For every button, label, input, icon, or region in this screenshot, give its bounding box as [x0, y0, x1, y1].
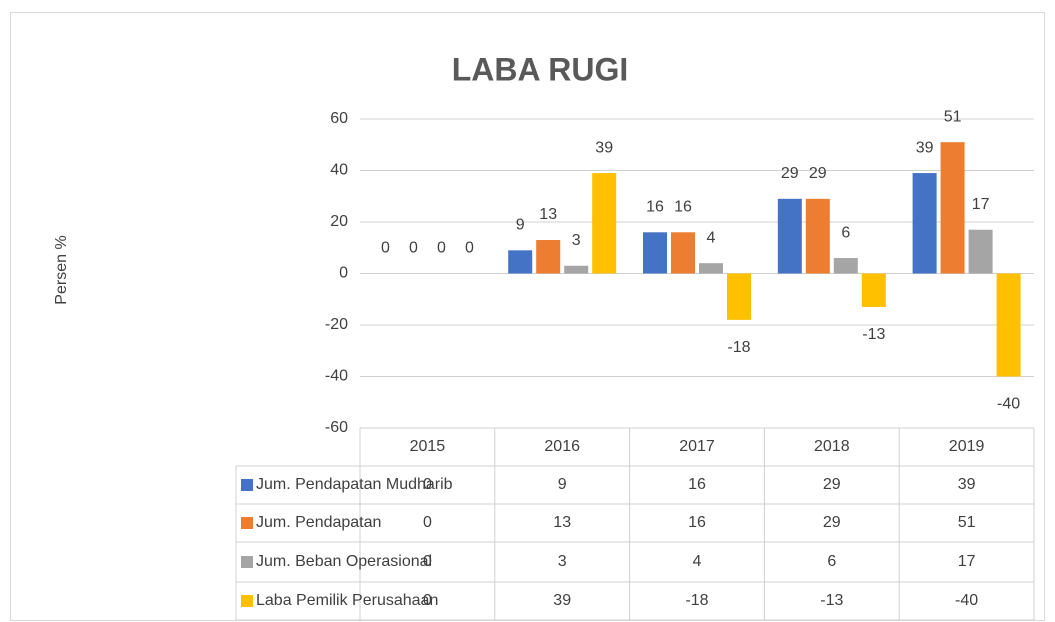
- legend-swatch: [241, 556, 253, 568]
- data-label: 3: [572, 232, 581, 249]
- bar: [671, 232, 695, 274]
- y-tick-label: 0: [339, 265, 348, 282]
- table-value: 51: [958, 514, 976, 531]
- chart-title: LABA RUGI: [452, 51, 629, 87]
- data-label: 29: [781, 165, 799, 182]
- data-label: 6: [841, 224, 850, 241]
- bar: [861, 273, 886, 307]
- table-value: 13: [553, 514, 571, 531]
- bar: [777, 198, 802, 274]
- data-label: 39: [595, 139, 613, 156]
- table-value: -40: [955, 592, 978, 609]
- bar: [699, 263, 723, 274]
- table-value: 3: [558, 553, 567, 570]
- legend-label: Jum. Pendapatan Mudharib: [256, 476, 453, 493]
- legend-label: Jum. Beban Operasional: [256, 553, 432, 570]
- data-label: 29: [809, 165, 827, 182]
- table-value: 16: [688, 514, 706, 531]
- data-label: 0: [437, 240, 446, 257]
- data-label: 0: [409, 240, 418, 257]
- bar: [643, 232, 667, 274]
- y-tick-label: 60: [330, 110, 348, 127]
- legend-swatch: [241, 595, 253, 607]
- y-axis-label: Persen %: [53, 235, 70, 304]
- x-tick-label: 2016: [544, 438, 580, 455]
- data-label: 51: [944, 108, 962, 125]
- table-value: 0: [423, 592, 432, 609]
- table-value: 0: [423, 553, 432, 570]
- y-tick-label: 20: [330, 213, 348, 230]
- data-label: 0: [381, 240, 390, 257]
- x-tick-label: 2019: [949, 438, 985, 455]
- table-value: 29: [823, 476, 841, 493]
- data-label: 4: [707, 229, 716, 246]
- bar: [996, 273, 1021, 377]
- bar: [727, 273, 751, 320]
- table-value: 29: [823, 514, 841, 531]
- table-value: 39: [958, 476, 976, 493]
- data-label: 0: [465, 240, 474, 257]
- table-value: -13: [820, 592, 843, 609]
- y-tick-label: 40: [330, 162, 348, 179]
- table-value: 4: [693, 553, 702, 570]
- y-tick-label: -60: [325, 419, 348, 436]
- bar: [805, 198, 830, 274]
- x-tick-label: 2018: [814, 438, 850, 455]
- table-value: 6: [827, 553, 836, 570]
- table-value: 39: [553, 592, 571, 609]
- bar: [912, 173, 937, 274]
- data-label: -40: [997, 396, 1020, 413]
- legend-swatch: [241, 479, 253, 491]
- data-label: 16: [674, 199, 692, 216]
- bar: [592, 173, 617, 274]
- bar: [968, 229, 993, 274]
- table-value: 17: [958, 553, 976, 570]
- data-label: -13: [862, 326, 885, 343]
- bar: [508, 250, 533, 274]
- table-value: -18: [685, 592, 708, 609]
- y-tick-label: -40: [325, 368, 348, 385]
- data-label: 16: [646, 199, 664, 216]
- y-tick-label: -20: [325, 316, 348, 333]
- table-value: 0: [423, 476, 432, 493]
- bar: [940, 142, 965, 274]
- table-value: 0: [423, 514, 432, 531]
- data-label: 9: [516, 217, 525, 234]
- data-label: 17: [972, 196, 990, 213]
- legend-swatch: [241, 517, 253, 529]
- table-value: 9: [558, 476, 567, 493]
- bar: [536, 240, 561, 274]
- legend-label: Jum. Pendapatan: [256, 514, 381, 531]
- x-tick-label: 2015: [410, 438, 446, 455]
- legend-label: Laba Pemilik Perusahaan: [256, 592, 438, 609]
- x-tick-label: 2017: [679, 438, 715, 455]
- data-label: -18: [727, 339, 750, 356]
- data-label: 39: [916, 139, 934, 156]
- bar: [564, 265, 589, 274]
- table-value: 16: [688, 476, 706, 493]
- data-label: 13: [539, 206, 557, 223]
- bar: [833, 258, 858, 274]
- chart-border: [10, 12, 1045, 621]
